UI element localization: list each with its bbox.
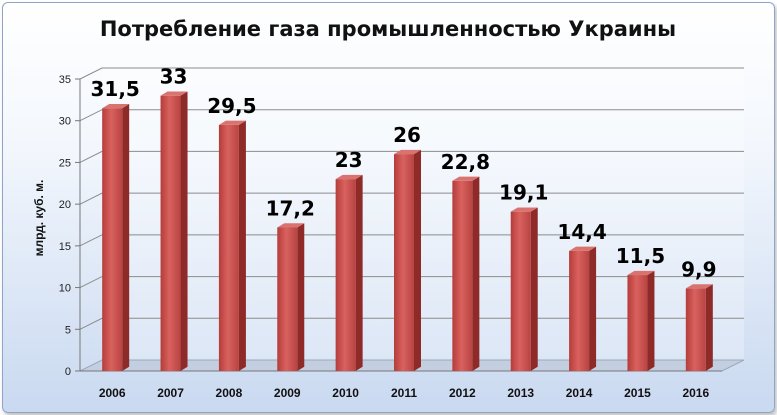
bar-top	[452, 176, 480, 181]
x-tick-label: 2006	[99, 386, 126, 400]
bar-side	[122, 104, 130, 371]
y-tick-label: 35	[59, 74, 71, 86]
x-tick-label: 2008	[216, 386, 243, 400]
x-tick-label: 2014	[566, 386, 593, 400]
gridline	[79, 67, 744, 80]
bar-top	[627, 270, 655, 276]
gridline	[79, 109, 744, 122]
bar-top	[685, 284, 713, 289]
data-label: 9,9	[681, 257, 716, 281]
bar-side	[705, 284, 713, 371]
y-tick-label: 5	[65, 324, 71, 336]
bar	[510, 207, 538, 371]
bar	[160, 91, 188, 371]
bar-top	[102, 104, 130, 109]
bar-front	[277, 227, 298, 371]
bar	[627, 270, 655, 371]
data-label: 14,4	[557, 220, 606, 244]
gridline	[79, 150, 744, 163]
bar	[394, 149, 421, 371]
data-label: 31,5	[91, 77, 140, 101]
x-tick-label: 2011	[391, 386, 417, 400]
bar-top	[335, 174, 363, 180]
data-label: 19,1	[499, 181, 548, 205]
bar-front	[218, 124, 239, 371]
bar-top	[510, 207, 538, 212]
data-label: 33	[160, 65, 188, 89]
x-tick-labels: 2006 2007 2008 2009 2010 2011 2012 2013 2014 2015…	[99, 386, 710, 400]
x-tick-label: 2010	[332, 386, 359, 400]
x-tick-label: 2013	[507, 386, 534, 400]
y-tick-label: 30	[59, 116, 71, 128]
y-tick-label: 25	[59, 157, 71, 169]
bar	[452, 176, 480, 371]
bar-top	[160, 91, 188, 96]
bar	[102, 104, 130, 371]
data-label: 23	[335, 148, 363, 172]
bars	[102, 91, 713, 371]
bar	[335, 174, 363, 371]
x-tick-label: 2015	[624, 386, 651, 400]
bar-front	[335, 179, 356, 371]
y-tick-labels: 0 5 10 15 20 25 30 35	[59, 74, 71, 378]
bar-side	[472, 176, 480, 371]
bar-front	[452, 180, 473, 371]
y-tick-label: 15	[59, 241, 71, 253]
x-tick-label: 2009	[274, 386, 301, 400]
bar-top	[277, 223, 305, 228]
data-label: 22,8	[441, 150, 490, 174]
bar	[218, 120, 246, 371]
y-axis-label: млрд. куб. м.	[32, 180, 46, 257]
bar-front	[569, 250, 590, 371]
data-label: 29,5	[207, 94, 256, 118]
data-label: 11,5	[616, 244, 665, 268]
bar-side	[647, 270, 655, 371]
bar-side	[414, 149, 421, 371]
data-label: 17,2	[266, 197, 315, 221]
bar-side	[238, 120, 246, 371]
bar-side	[530, 207, 538, 371]
bar-top	[218, 120, 246, 125]
bar-side	[297, 223, 305, 371]
bar-front	[685, 288, 706, 371]
bar-side	[355, 174, 363, 371]
y-tick-label: 20	[59, 199, 71, 211]
y-tick-label: 0	[65, 366, 71, 378]
bar-front	[627, 275, 648, 371]
bar-top	[569, 246, 597, 251]
x-tick-label: 2012	[449, 386, 476, 400]
bar	[685, 284, 713, 371]
bar-front	[510, 211, 531, 371]
bar-front	[160, 95, 181, 371]
bar-top	[394, 149, 421, 155]
data-label: 26	[393, 123, 421, 147]
x-tick-label: 2016	[682, 386, 709, 400]
bar-side	[589, 246, 597, 371]
y-tick-label: 10	[59, 283, 71, 295]
bar	[277, 223, 305, 371]
gridline	[79, 192, 744, 205]
x-tick-label: 2007	[157, 386, 184, 400]
bar-front	[102, 108, 123, 371]
bar-side	[180, 91, 188, 371]
bar	[569, 246, 597, 371]
data-labels: 31,5 33 29,5 17,2 23 26 22,8 19,1 14,4 11,5 9,9	[91, 65, 717, 282]
bar-front	[394, 154, 414, 371]
chart-title: Потребление газа промышленностью Украины	[100, 17, 676, 41]
